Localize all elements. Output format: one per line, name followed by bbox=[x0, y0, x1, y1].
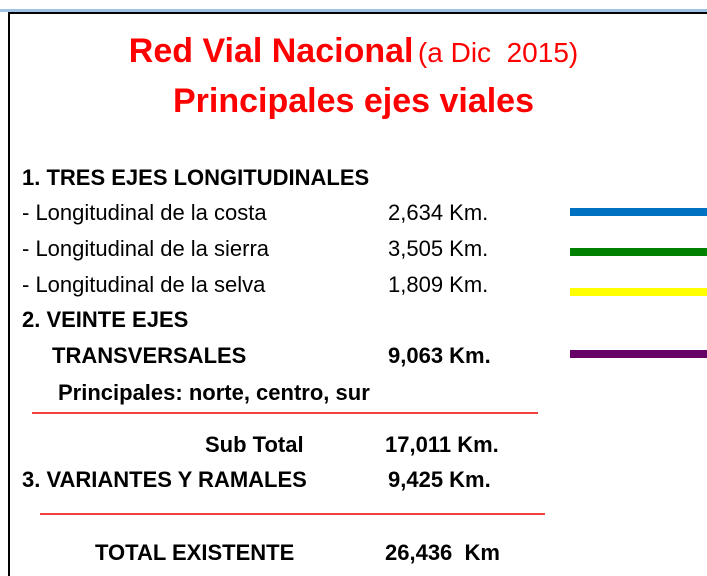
title-note: (a Dic 2015) bbox=[417, 37, 579, 68]
road-line bbox=[570, 350, 707, 358]
row-value: 2,634 Km. bbox=[388, 200, 489, 225]
subtitle: Principales ejes viales bbox=[172, 82, 535, 120]
separator bbox=[40, 513, 545, 515]
total-value: 26,436 Km bbox=[385, 540, 500, 565]
row-label: - Longitudinal de la sierra bbox=[22, 236, 270, 261]
subtotal-label: Sub Total bbox=[205, 432, 304, 457]
variants-label: 3. VARIANTES Y RAMALES bbox=[22, 467, 307, 492]
row-label: - Longitudinal de la costa bbox=[22, 200, 267, 225]
top-band bbox=[0, 9, 707, 12]
subtotal-value: 17,011 Km. bbox=[385, 432, 499, 457]
section-heading: 2. VEINTE EJES bbox=[22, 307, 189, 332]
road-line bbox=[570, 288, 707, 296]
row-label: - Longitudinal de la selva bbox=[22, 272, 266, 297]
frame bbox=[8, 12, 707, 576]
note: Principales: norte, centro, sur bbox=[58, 380, 370, 405]
row-value: 3,505 Km. bbox=[388, 236, 489, 261]
title-line: Red Vial Nacional (a Dic 2015) bbox=[0, 32, 707, 71]
section-heading: 1. TRES EJES LONGITUDINALES bbox=[22, 165, 370, 190]
separator bbox=[32, 412, 538, 414]
title: Red Vial Nacional bbox=[128, 32, 414, 70]
row-value: 9,063 Km. bbox=[388, 343, 491, 368]
variants-value: 9,425 Km. bbox=[388, 467, 491, 492]
road-line bbox=[570, 248, 707, 256]
road-line bbox=[570, 208, 707, 216]
row-value: 1,809 Km. bbox=[388, 272, 489, 297]
row-label: TRANSVERSALES bbox=[52, 343, 247, 368]
total-label: TOTAL EXISTENTE bbox=[95, 540, 295, 565]
